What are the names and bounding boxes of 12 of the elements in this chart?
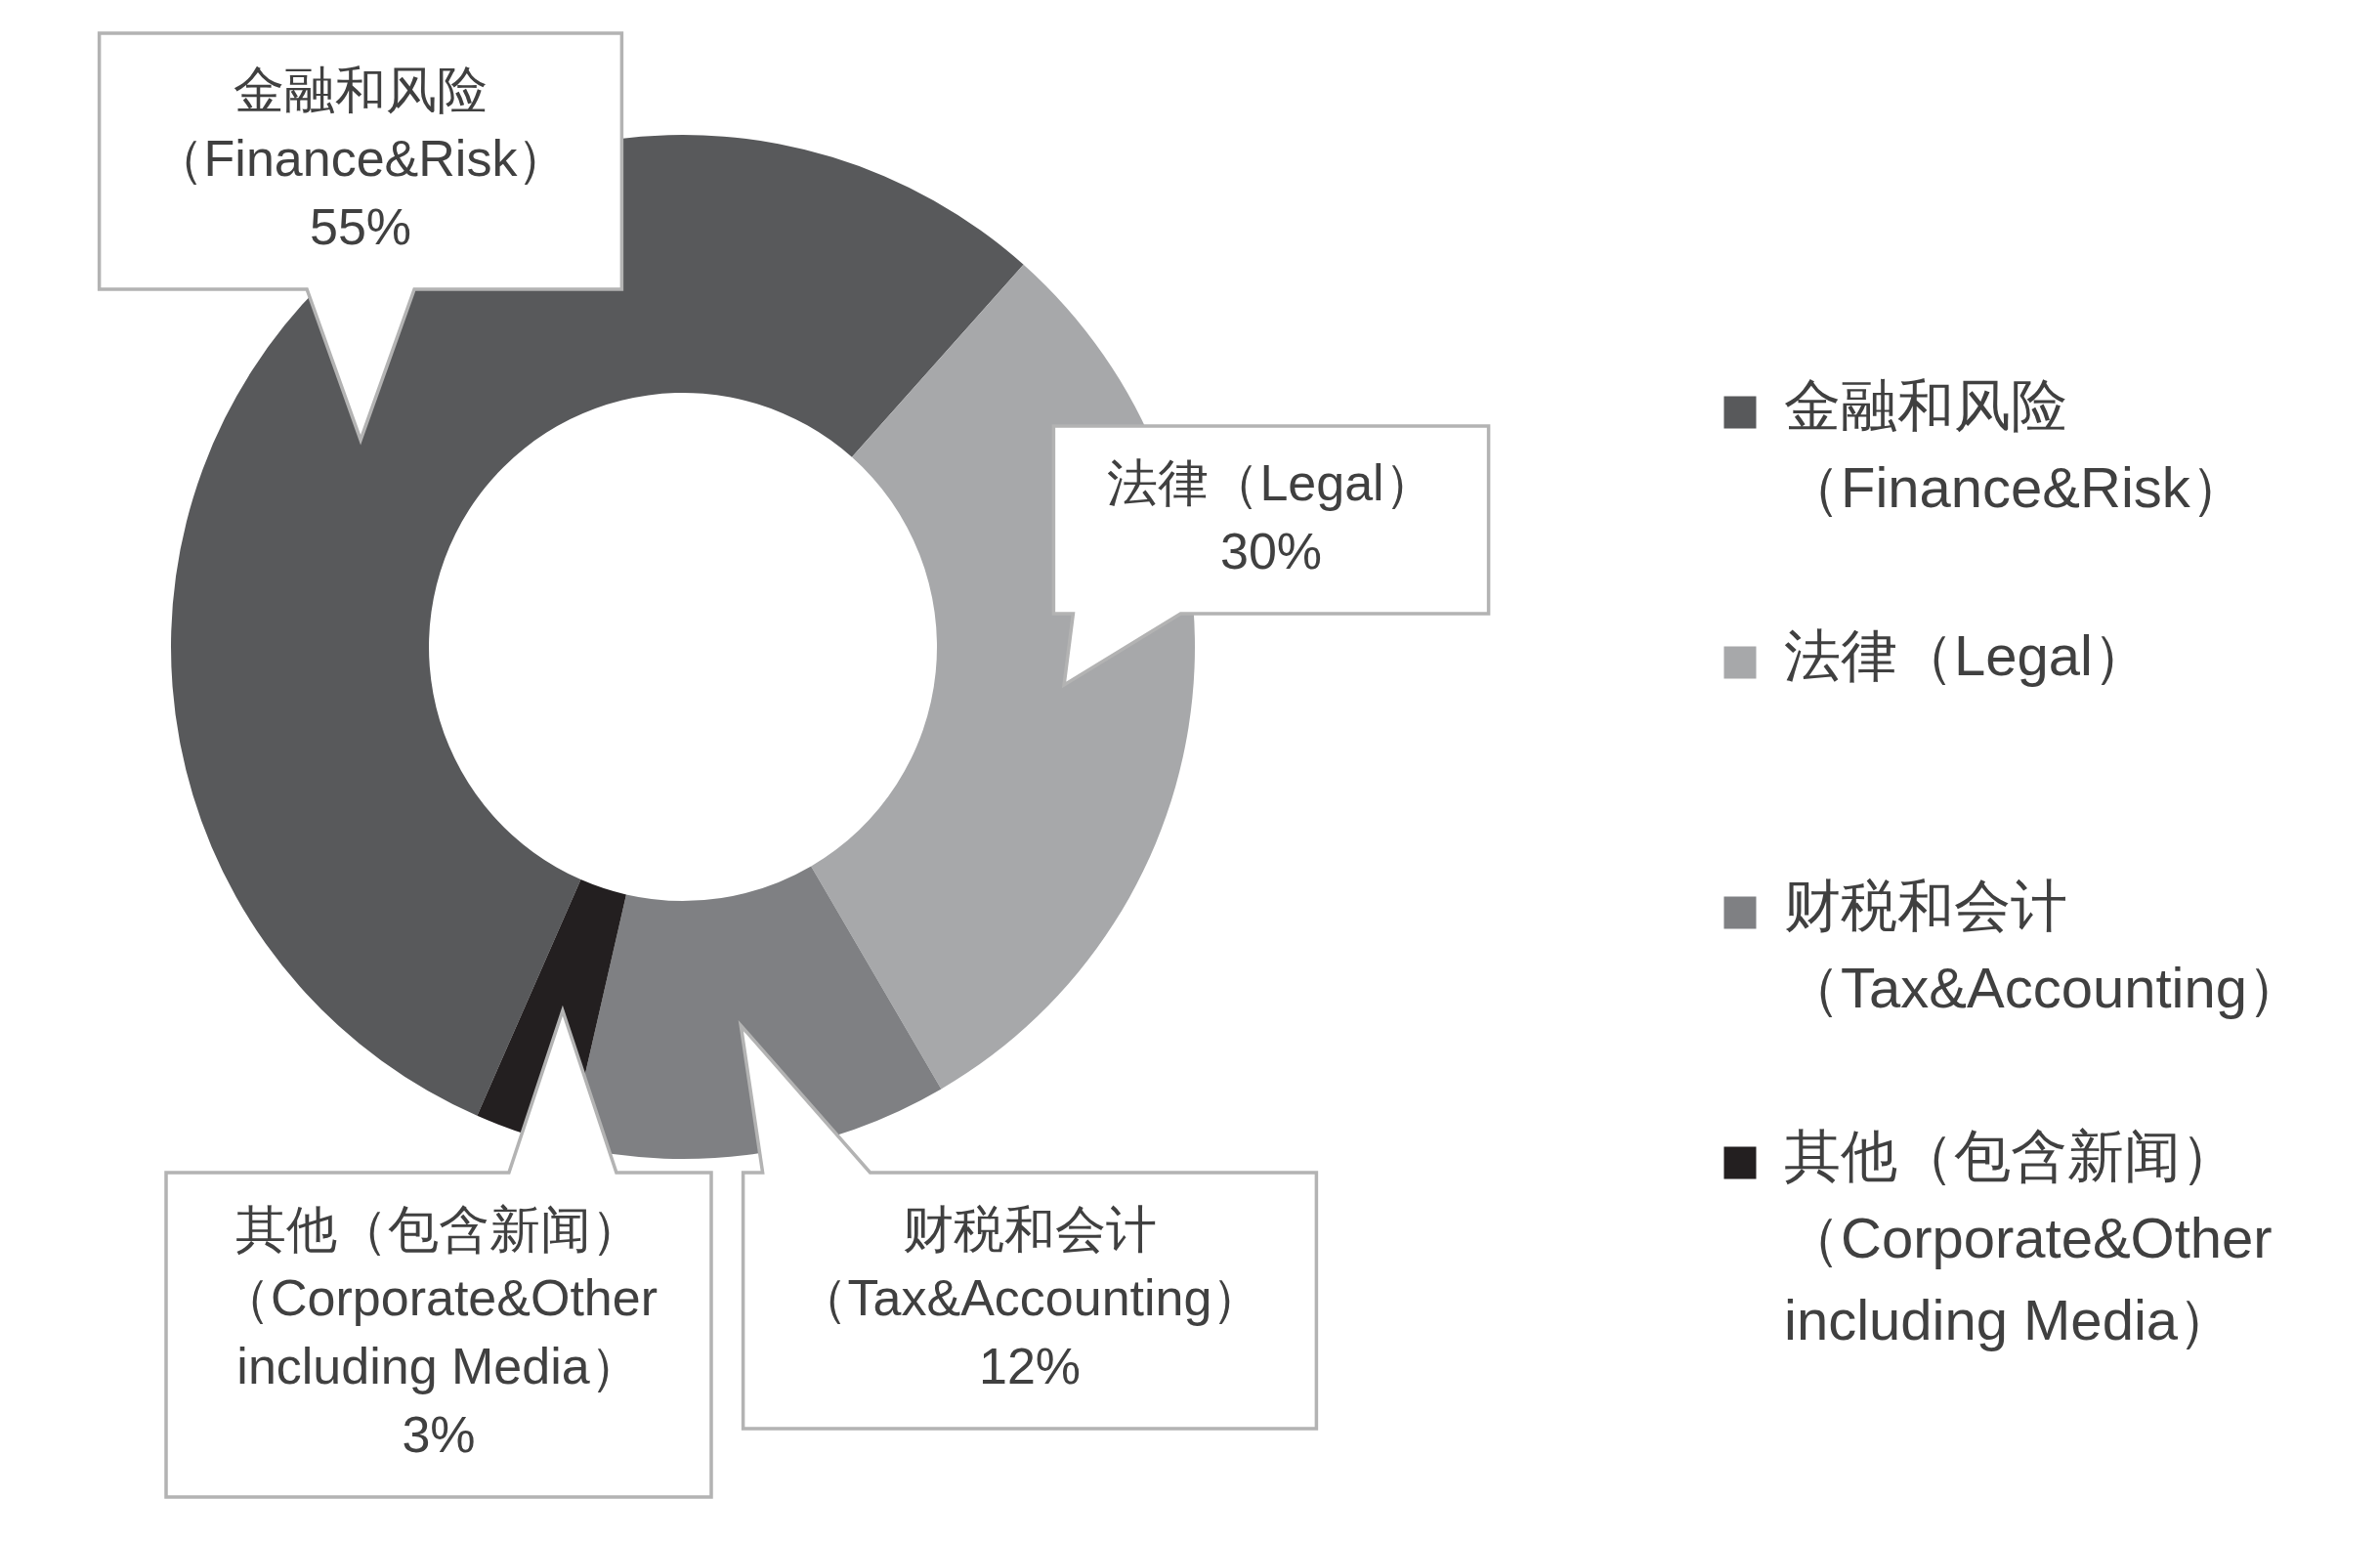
data-label: 12% — [978, 1338, 1082, 1394]
legend-label: 财税和会计（Tax&Accounting） — [1784, 874, 2304, 1019]
legend-label: 法律（Legal） — [1784, 623, 2149, 687]
legend-label: 其他（包含新闻）（Corporate&Other including Media） — [1784, 1124, 2273, 1351]
slice-label: 其他（包含新闻）（Corporate&Other including Media） — [220, 1201, 658, 1394]
data-label: 30% — [1219, 523, 1323, 579]
data-label: 3% — [402, 1406, 476, 1463]
slice-label: 金融和风险（Finance&Risk） — [152, 62, 569, 187]
slice-label: 财税和会计（Tax&Accounting） — [796, 1201, 1263, 1326]
legend-label: 金融和风险（Finance&Risk） — [1784, 373, 2247, 519]
data-label: 55% — [309, 198, 412, 255]
slice-label: 法律（Legal） — [1107, 454, 1435, 511]
